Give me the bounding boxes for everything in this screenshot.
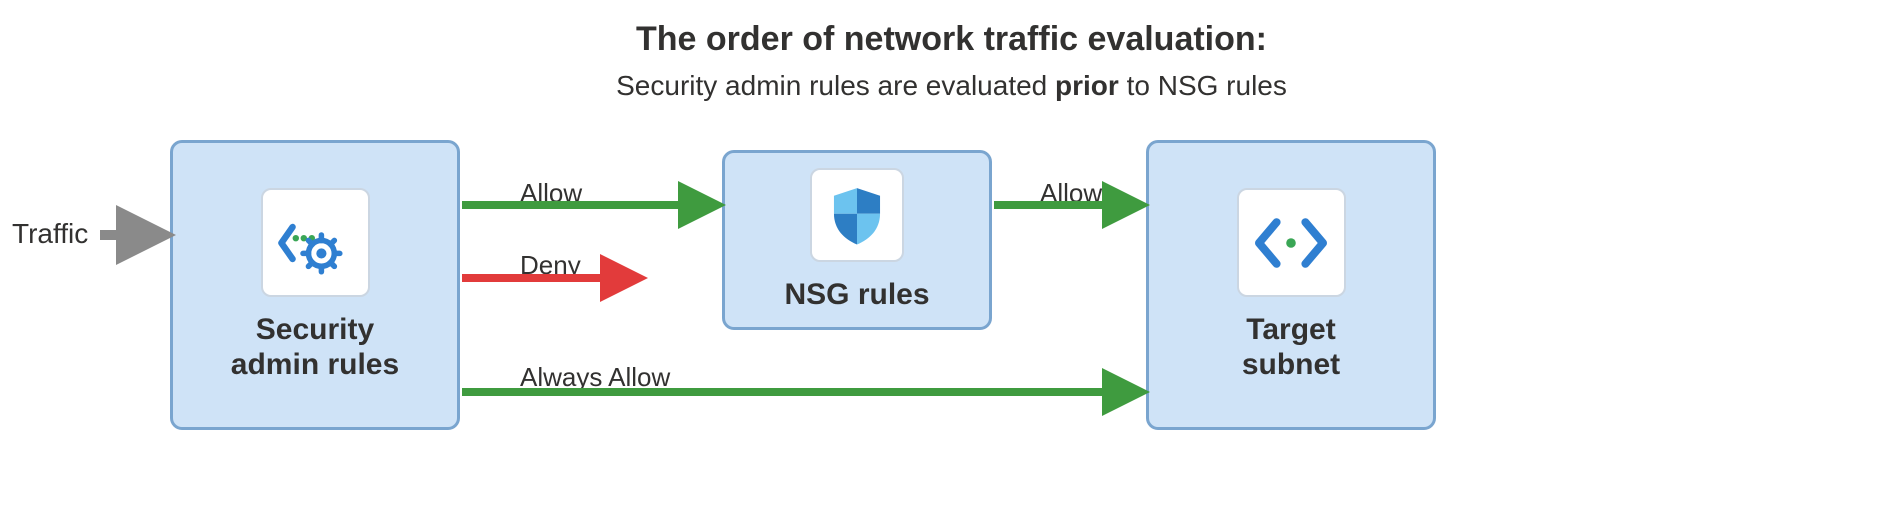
- node-target-subnet: Target subnet: [1146, 140, 1436, 430]
- node-security-admin-rules: Security admin rules: [170, 140, 460, 430]
- title-line2-post: to NSG rules: [1119, 70, 1287, 101]
- traffic-label: Traffic: [12, 218, 88, 250]
- node-target-label-line2: subnet: [1242, 348, 1340, 381]
- title-line1: The order of network traffic evaluation:: [0, 20, 1903, 59]
- node-security-label: Security admin rules: [231, 313, 399, 382]
- title-line2-pre: Security admin rules are evaluated: [616, 70, 1055, 101]
- edge-label-deny: Deny: [520, 250, 581, 281]
- node-nsg-rules: NSG rules: [722, 150, 992, 330]
- edge-label-allow-1: Allow: [520, 178, 582, 209]
- diagram-stage: The order of network traffic evaluation:…: [0, 0, 1903, 505]
- node-security-label-line1: Security: [256, 313, 374, 346]
- edge-label-allow-2: Allow: [1040, 178, 1102, 209]
- node-security-label-line2: admin rules: [231, 348, 399, 381]
- title-line2: Security admin rules are evaluated prior…: [0, 70, 1903, 102]
- security-config-icon: [261, 188, 370, 297]
- node-nsg-label: NSG rules: [784, 278, 929, 313]
- code-brackets-icon: [1237, 188, 1346, 297]
- edge-label-always-allow: Always Allow: [520, 362, 670, 393]
- shield-icon: [810, 168, 904, 262]
- node-target-label-line1: Target: [1246, 313, 1335, 346]
- node-target-label: Target subnet: [1242, 313, 1340, 382]
- title-line2-bold: prior: [1055, 70, 1119, 101]
